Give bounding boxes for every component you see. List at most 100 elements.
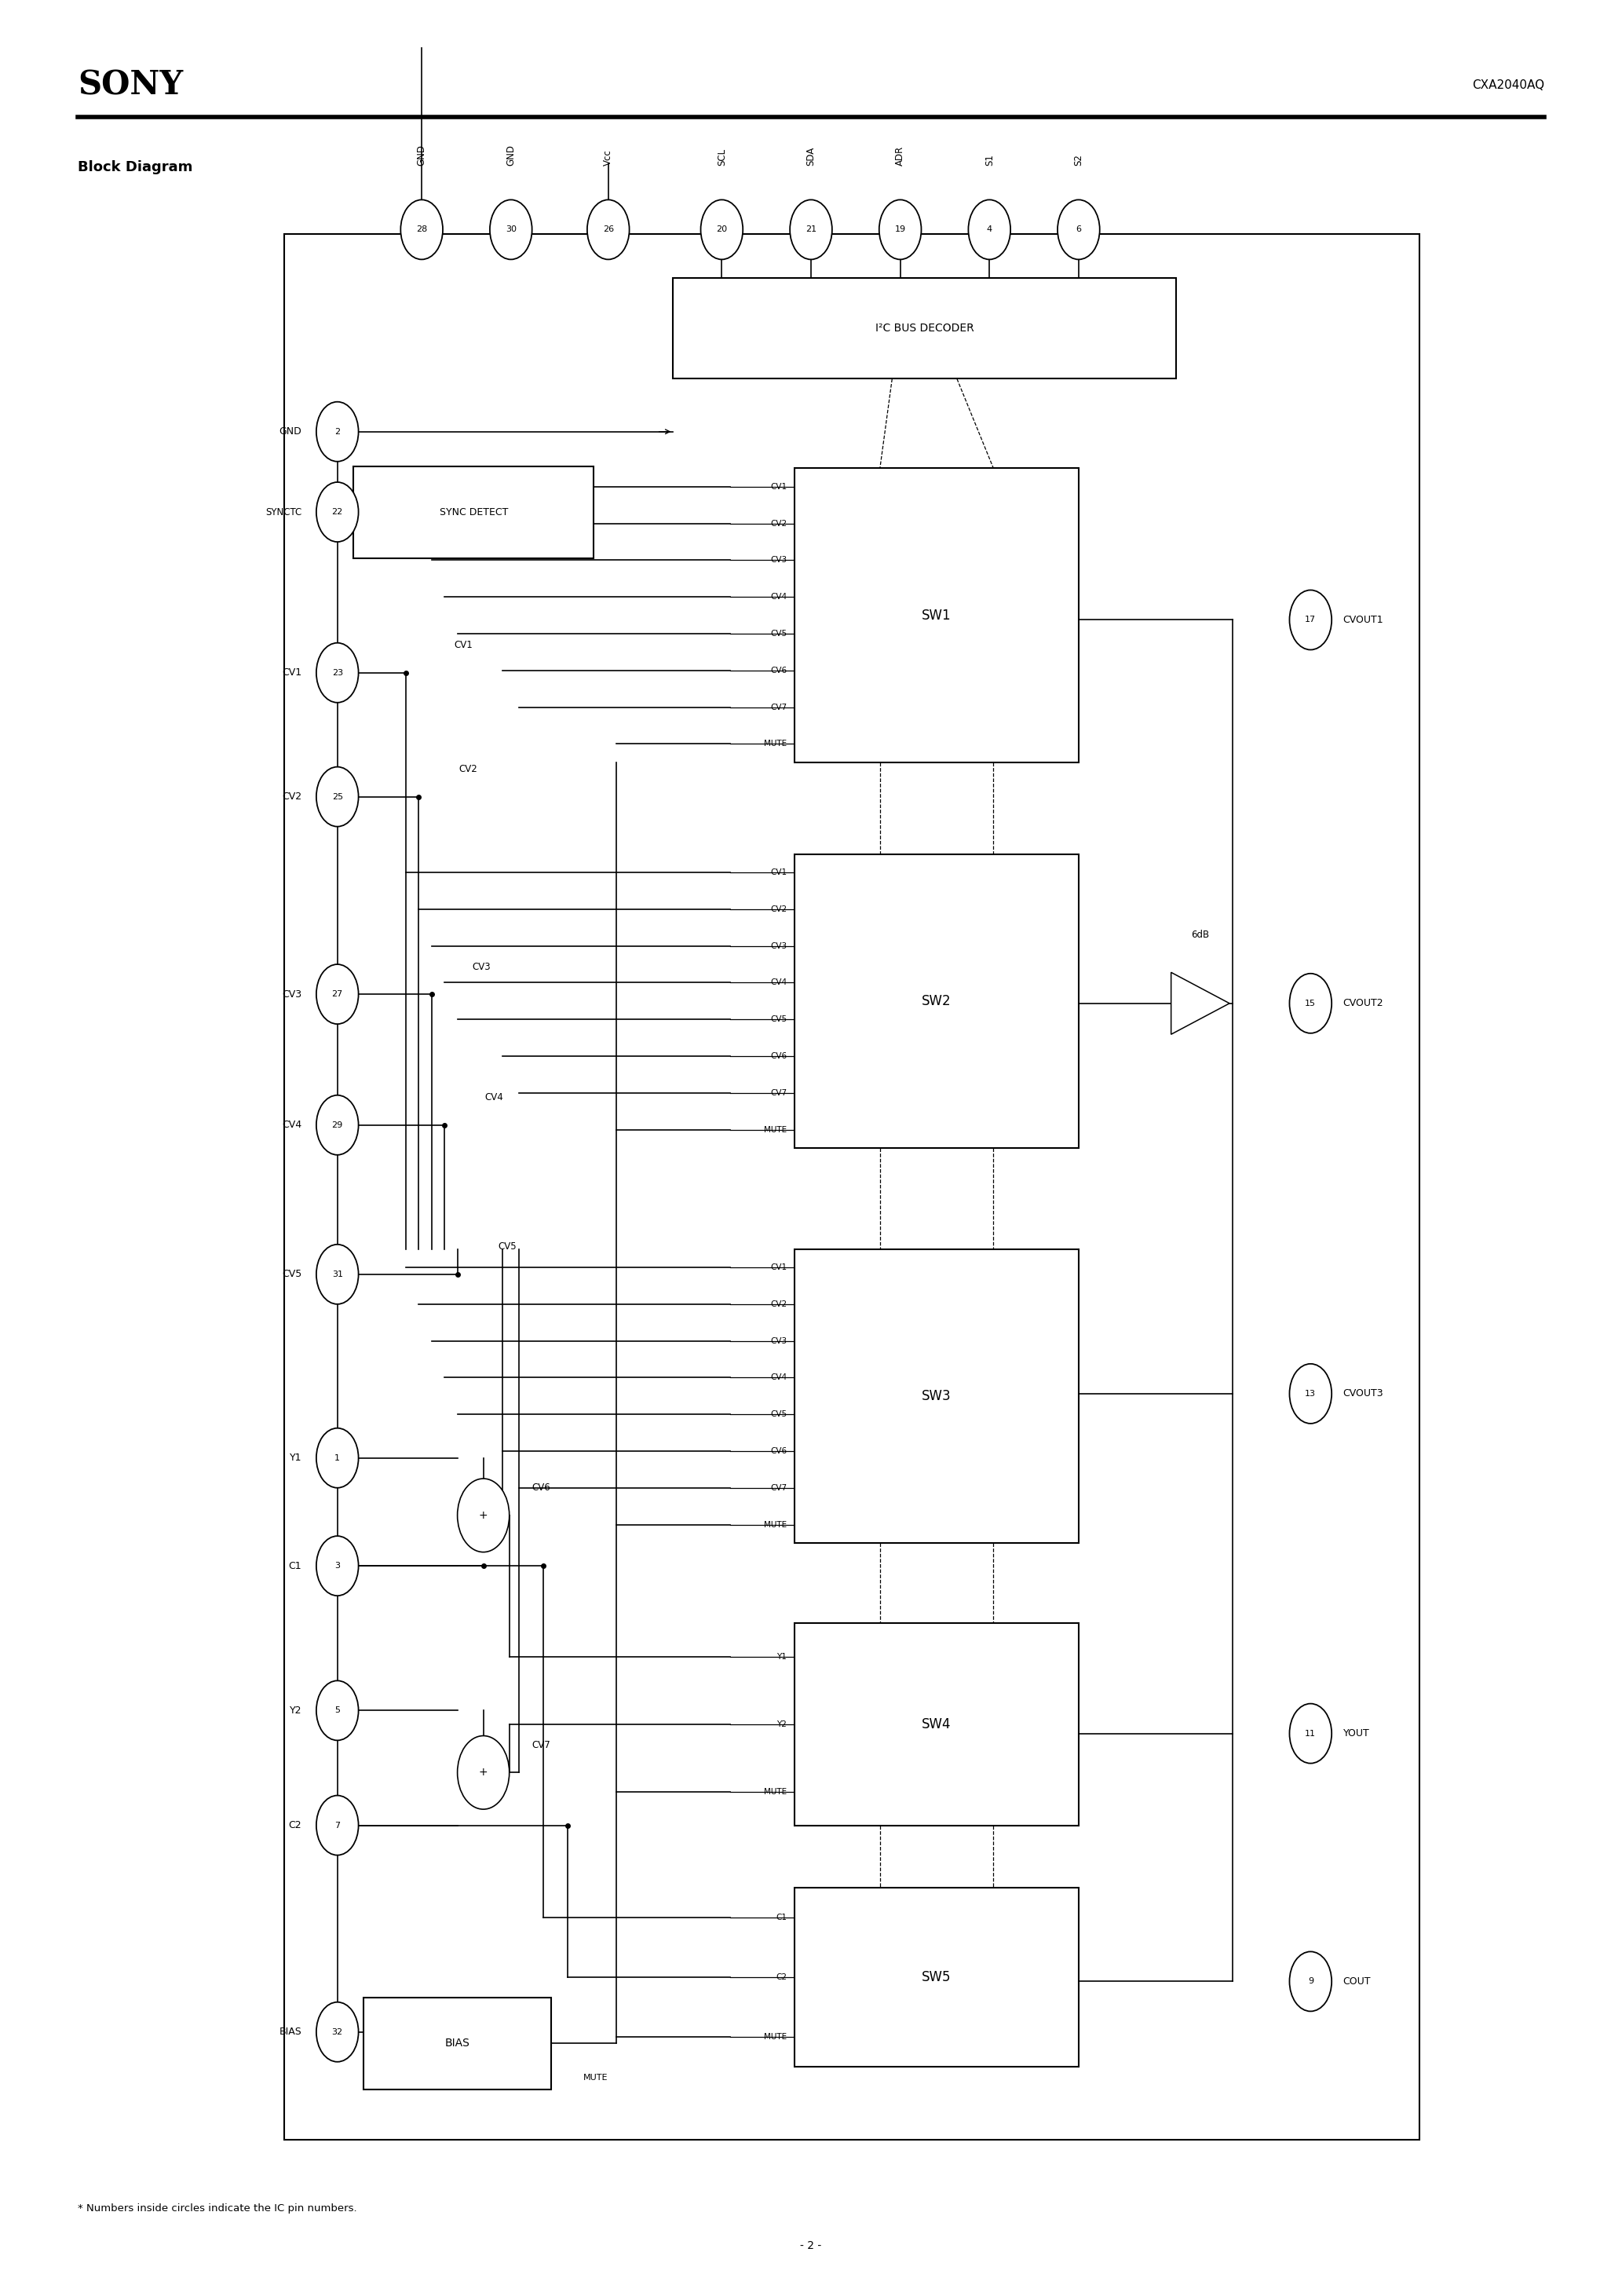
Text: 11: 11 [1306, 1729, 1315, 1738]
Text: SDA: SDA [806, 147, 816, 165]
Circle shape [1289, 1952, 1332, 2011]
Text: 4: 4 [986, 225, 993, 234]
Text: 22: 22 [333, 507, 342, 517]
Circle shape [316, 1681, 358, 1740]
Bar [354, 466, 594, 558]
Text: MUTE: MUTE [764, 739, 787, 748]
Text: 5: 5 [334, 1706, 341, 1715]
Text: CV7: CV7 [532, 1740, 550, 1750]
Text: CV4: CV4 [770, 592, 787, 602]
Text: CV5: CV5 [770, 1410, 787, 1419]
Circle shape [879, 200, 921, 259]
Text: MUTE: MUTE [764, 2032, 787, 2041]
Text: CV3: CV3 [770, 556, 787, 565]
Text: SW5: SW5 [921, 1970, 952, 1984]
Bar [795, 854, 1079, 1148]
Text: 17: 17 [1306, 615, 1315, 625]
Bar [795, 1623, 1079, 1825]
Text: 9: 9 [1307, 1977, 1314, 1986]
Circle shape [316, 964, 358, 1024]
Text: C1: C1 [289, 1561, 302, 1570]
Bar [795, 468, 1079, 762]
Text: MUTE: MUTE [764, 1789, 787, 1795]
Text: CV6: CV6 [770, 666, 787, 675]
Text: +: + [478, 1768, 488, 1777]
Text: CV4: CV4 [770, 978, 787, 987]
Text: CV5: CV5 [498, 1242, 516, 1251]
Circle shape [1289, 974, 1332, 1033]
Text: 23: 23 [333, 668, 342, 677]
Text: MUTE: MUTE [584, 2073, 608, 2082]
Text: CV5: CV5 [282, 1270, 302, 1279]
Bar [363, 1998, 551, 2089]
Text: CV5: CV5 [770, 1015, 787, 1024]
Circle shape [316, 1536, 358, 1596]
Text: Y1: Y1 [777, 1653, 787, 1660]
Text: Y2: Y2 [777, 1720, 787, 1729]
Text: SONY: SONY [78, 69, 183, 101]
Text: 15: 15 [1306, 999, 1315, 1008]
Text: CV2: CV2 [770, 519, 787, 528]
Text: CV3: CV3 [770, 1336, 787, 1345]
Circle shape [457, 1736, 509, 1809]
Circle shape [316, 1428, 358, 1488]
Circle shape [316, 2002, 358, 2062]
Text: 6: 6 [1075, 225, 1082, 234]
Circle shape [1289, 590, 1332, 650]
Circle shape [1289, 1364, 1332, 1424]
Text: SW4: SW4 [921, 1717, 952, 1731]
Text: 31: 31 [333, 1270, 342, 1279]
Text: MUTE: MUTE [764, 1520, 787, 1529]
Text: 20: 20 [717, 225, 727, 234]
Text: BIAS: BIAS [279, 2027, 302, 2037]
Text: YOUT: YOUT [1343, 1729, 1369, 1738]
Circle shape [316, 1795, 358, 1855]
Text: CV1: CV1 [770, 482, 787, 491]
Text: CV6: CV6 [532, 1483, 550, 1492]
Text: CV4: CV4 [282, 1120, 302, 1130]
Circle shape [401, 200, 443, 259]
Text: CXA2040AQ: CXA2040AQ [1471, 78, 1544, 92]
Text: GND: GND [279, 427, 302, 436]
Text: CV2: CV2 [459, 765, 477, 774]
Text: 26: 26 [603, 225, 613, 234]
Text: COUT: COUT [1343, 1977, 1371, 1986]
Text: CV3: CV3 [472, 962, 490, 971]
Circle shape [316, 767, 358, 827]
Text: MUTE: MUTE [764, 1125, 787, 1134]
Text: 13: 13 [1306, 1389, 1315, 1398]
Circle shape [316, 1244, 358, 1304]
Text: 6dB: 6dB [1191, 930, 1210, 939]
Text: CV1: CV1 [770, 868, 787, 877]
Text: S1: S1 [985, 154, 994, 165]
Text: 25: 25 [333, 792, 342, 801]
Circle shape [316, 482, 358, 542]
Text: SYNC DETECT: SYNC DETECT [440, 507, 508, 517]
Text: CV5: CV5 [770, 629, 787, 638]
Circle shape [1058, 200, 1100, 259]
Polygon shape [1171, 974, 1229, 1033]
Text: CV4: CV4 [770, 1373, 787, 1382]
Text: CV7: CV7 [770, 1088, 787, 1097]
Text: CV7: CV7 [770, 1483, 787, 1492]
Text: CV3: CV3 [282, 990, 302, 999]
Text: CV2: CV2 [770, 905, 787, 914]
Text: CV3: CV3 [770, 941, 787, 951]
Circle shape [490, 200, 532, 259]
Text: 7: 7 [334, 1821, 341, 1830]
Text: CV1: CV1 [454, 641, 472, 650]
Text: - 2 -: - 2 - [800, 2241, 822, 2250]
Text: BIAS: BIAS [444, 2039, 470, 2048]
Circle shape [968, 200, 1011, 259]
Text: SW1: SW1 [921, 608, 952, 622]
Text: I²C BUS DECODER: I²C BUS DECODER [876, 324, 973, 333]
Bar [795, 1887, 1079, 2066]
Text: 30: 30 [506, 225, 516, 234]
Text: GND: GND [417, 145, 427, 165]
Circle shape [587, 200, 629, 259]
Text: S2: S2 [1074, 154, 1083, 165]
Text: 27: 27 [333, 990, 342, 999]
Bar [673, 278, 1176, 379]
Text: CV1: CV1 [282, 668, 302, 677]
Text: CV1: CV1 [770, 1263, 787, 1272]
